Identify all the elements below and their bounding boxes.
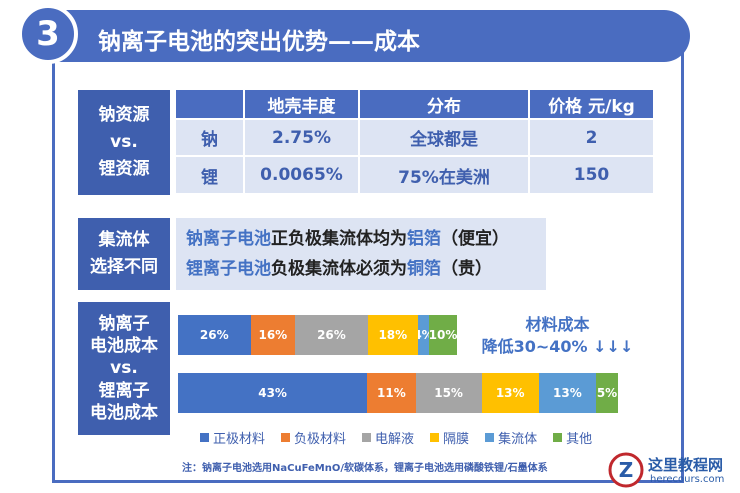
legend-item: 正极材料 — [200, 428, 265, 447]
legend-item: 电解液 — [362, 428, 414, 447]
legend-swatch — [362, 433, 372, 442]
label-line: 电池成本 — [90, 336, 158, 357]
table-cell: 全球都是 — [360, 120, 528, 155]
row-label: 钠离子 电池成本 vs. 锂离子 电池成本 — [78, 302, 170, 435]
label-line: 钠离子 — [98, 314, 150, 335]
legend-label: 正极材料 — [213, 432, 266, 447]
stacked-bar: 26%16%26%18%4%10% — [178, 315, 457, 355]
watermark: Z 这里教程网 herecours.com — [608, 452, 738, 490]
label-line: 锂离子 — [98, 380, 150, 401]
bar-segment: 11% — [367, 373, 416, 413]
title: 钠离子电池的突出优势——成本 — [98, 29, 420, 55]
label-line: vs. — [110, 131, 138, 152]
table-cell: 钠 — [176, 120, 243, 155]
section-number: 3 — [18, 4, 78, 64]
table-cell: 锂 — [176, 157, 243, 193]
legend-label: 集流体 — [498, 432, 538, 447]
legend-item: 隔膜 — [430, 428, 469, 447]
table-cell: 2 — [530, 120, 653, 155]
label-line: 选择不同 — [90, 257, 158, 277]
legend: 正极材料 负极材料 电解液 隔膜 集流体 其他 — [200, 428, 620, 447]
frame — [52, 38, 684, 483]
footnote: 注：钠离子电池选用NaCuFeMnO/软碳体系，锂离子电池选用磷酸铁锂/石墨体系 — [182, 463, 548, 474]
legend-swatch — [430, 433, 440, 442]
text-line: 钠离子电池正负极集流体均为铝箔（便宜） — [186, 224, 536, 254]
label-line: 钠资源 — [98, 104, 150, 125]
text-part: 铜箔 — [407, 259, 441, 279]
label-line: 锂资源 — [98, 159, 150, 180]
label-line: 电池成本 — [90, 402, 158, 423]
row-label: 钠资源 vs. 锂资源 — [78, 90, 170, 195]
watermark-url: herecours.com — [650, 474, 725, 485]
annotation-line: 材料成本 — [525, 315, 590, 334]
table-header: 分布 — [360, 90, 528, 118]
label-line: vs. — [110, 358, 138, 379]
table-cell: 2.75% — [245, 120, 358, 155]
text-line: 锂离子电池负极集流体必须为铜箔（贵） — [186, 254, 536, 284]
bar-segment: 16% — [250, 315, 296, 355]
table-header — [176, 90, 243, 118]
bar-segment: 10% — [429, 315, 457, 355]
legend-item: 集流体 — [485, 428, 537, 447]
bar-segment: 26% — [295, 315, 368, 355]
bar-segment: 26% — [178, 315, 251, 355]
logo: Z — [608, 452, 644, 488]
text-part: （贵） — [441, 259, 492, 279]
label-line: 集流体 — [98, 229, 150, 250]
text-part: 锂离子电池 — [186, 259, 271, 279]
bar-segment: 13% — [481, 373, 539, 413]
watermark-title: 这里教程网 — [648, 456, 724, 474]
legend-swatch — [485, 433, 495, 442]
collector-text: 钠离子电池正负极集流体均为铝箔（便宜） 锂离子电池负极集流体必须为铜箔（贵） — [176, 218, 546, 290]
bar-segment: 43% — [178, 373, 368, 413]
text-part: 钠离子电池 — [186, 229, 271, 249]
legend-swatch — [200, 433, 209, 442]
text-part: 负极集流体必须为 — [271, 259, 407, 279]
table-cell: 150 — [530, 157, 653, 193]
bar-segment: 4% — [417, 315, 430, 355]
text-part: 铝箔 — [407, 229, 441, 249]
bar-segment: 15% — [415, 373, 482, 413]
legend-item: 负极材料 — [281, 428, 346, 447]
bar-segment: 5% — [596, 373, 618, 413]
legend-label: 其他 — [566, 432, 593, 447]
legend-label: 负极材料 — [294, 432, 347, 447]
annotation: 材料成本 降低30~40% ↓↓↓ — [470, 314, 645, 358]
bar-segment: 13% — [538, 373, 596, 413]
table-cell: 75%在美洲 — [360, 157, 528, 193]
bar-segment: 18% — [367, 315, 418, 355]
legend-swatch — [553, 433, 563, 442]
table-header: 价格 元/kg — [530, 90, 653, 118]
header-bar — [30, 10, 690, 62]
legend-label: 隔膜 — [443, 432, 470, 447]
annotation-line: 降低30~40% ↓↓↓ — [481, 337, 634, 356]
legend-swatch — [281, 433, 291, 442]
text-part: 正负极集流体均为 — [271, 229, 407, 249]
stacked-bar: 43% 11% 15% 13% 13% 5% — [178, 373, 618, 413]
text-part: （便宜） — [441, 229, 509, 249]
table-header: 地壳丰度 — [245, 90, 358, 118]
svg-text:Z: Z — [619, 458, 634, 482]
table-cell: 0.0065% — [245, 157, 358, 193]
legend-label: 电解液 — [375, 432, 415, 447]
row-label: 集流体 选择不同 — [78, 218, 170, 290]
legend-item: 其他 — [553, 428, 592, 447]
